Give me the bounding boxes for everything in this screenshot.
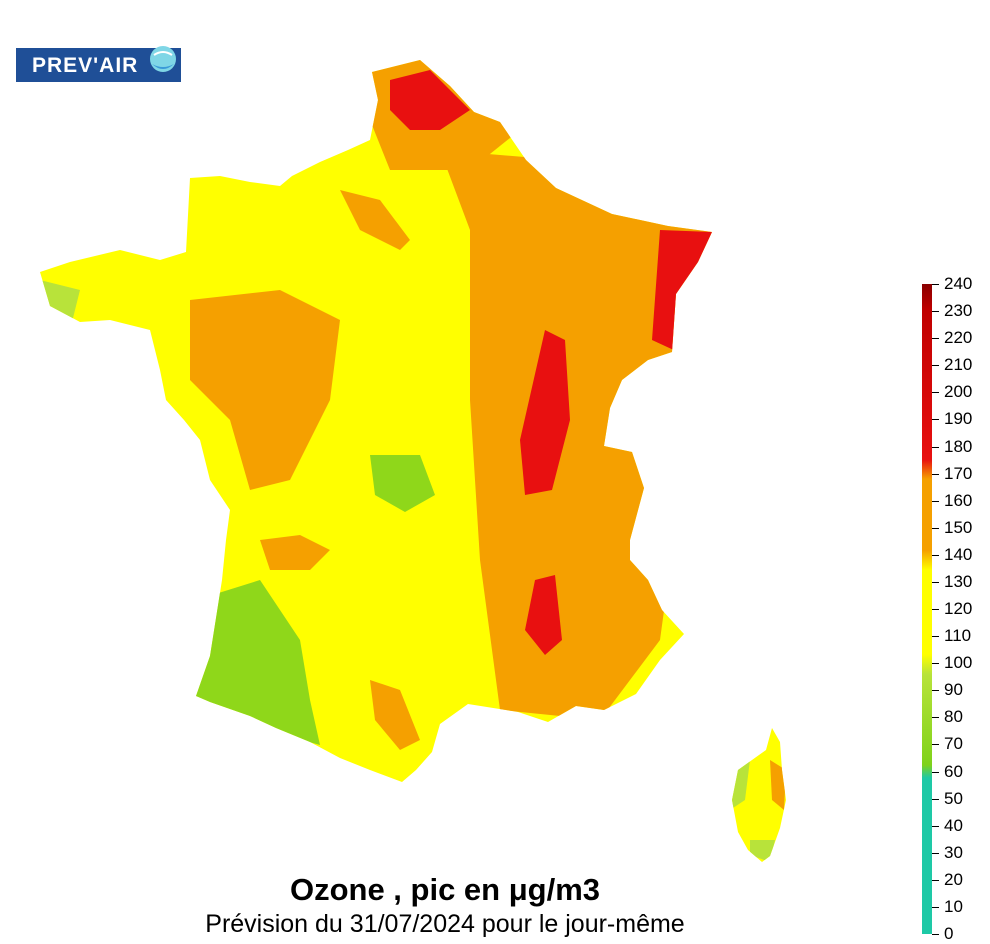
scale-tick [932, 717, 939, 719]
globe-icon [150, 46, 176, 72]
scale-tick [932, 771, 939, 773]
scale-tick-label: 70 [944, 734, 963, 754]
scale-tick [932, 365, 939, 367]
color-scale-ticks: 240 230 220 210 200 190 180 170 160 150 140 130 120 1… [932, 274, 990, 943]
scale-tick [932, 744, 939, 746]
scale-tick-label: 160 [944, 490, 973, 510]
scale-tick [932, 500, 939, 502]
scale-tick-label: 200 [944, 382, 973, 402]
scale-tick [932, 338, 939, 340]
scale-tick-label: 220 [944, 328, 973, 348]
scale-tick-label: 150 [944, 517, 973, 537]
scale-tick-label: 110 [944, 626, 972, 646]
scale-tick-label: 240 [944, 274, 973, 293]
scale-tick [932, 311, 939, 313]
scale-tick [932, 906, 939, 908]
scale-tick [932, 690, 939, 692]
scale-tick [932, 636, 939, 638]
scale-tick-label: 190 [944, 409, 973, 429]
scale-tick-label: 130 [944, 571, 973, 591]
scale-tick-label: 0 [944, 924, 954, 943]
scale-tick-label: 40 [944, 815, 963, 835]
scale-tick-label: 80 [944, 707, 963, 727]
scale-tick-label: 230 [944, 301, 973, 321]
scale-tick [932, 934, 939, 935]
scale-tick [932, 663, 939, 665]
scale-tick [932, 879, 939, 881]
scale-tick [932, 527, 939, 529]
scale-tick-label: 30 [944, 842, 963, 862]
map-subtitle: Prévision du 31/07/2024 pour le jour-mêm… [205, 910, 685, 938]
scale-tick [932, 581, 939, 583]
scale-tick [932, 609, 939, 610]
scale-tick-label: 140 [944, 544, 973, 564]
scale-tick [932, 852, 939, 854]
map-title: Ozone , pic en μg/m3 [289, 872, 601, 907]
scale-tick-label: 180 [944, 436, 973, 456]
scale-tick [932, 419, 939, 421]
scale-tick [932, 446, 939, 448]
color-scale-bar [922, 284, 932, 934]
scale-tick-label: 10 [944, 896, 963, 916]
scale-tick [932, 392, 939, 394]
scale-tick [932, 825, 939, 827]
scale-tick-label: 60 [944, 761, 963, 781]
logo-text: PREV'AIR [32, 54, 139, 77]
scale-tick-label: 170 [944, 463, 973, 483]
scale-tick-label: 120 [944, 599, 973, 618]
scale-tick-label: 100 [944, 653, 973, 673]
ozone-map [40, 60, 786, 862]
scale-tick [932, 473, 939, 475]
scale-tick-label: 90 [944, 680, 963, 700]
scale-tick [932, 284, 939, 285]
scale-tick-label: 210 [944, 355, 973, 375]
scale-tick [932, 554, 939, 556]
scale-tick-label: 20 [944, 869, 963, 889]
scale-tick-label: 50 [944, 788, 963, 808]
scale-tick [932, 798, 939, 800]
prevair-logo: PREV'AIR [16, 44, 181, 82]
